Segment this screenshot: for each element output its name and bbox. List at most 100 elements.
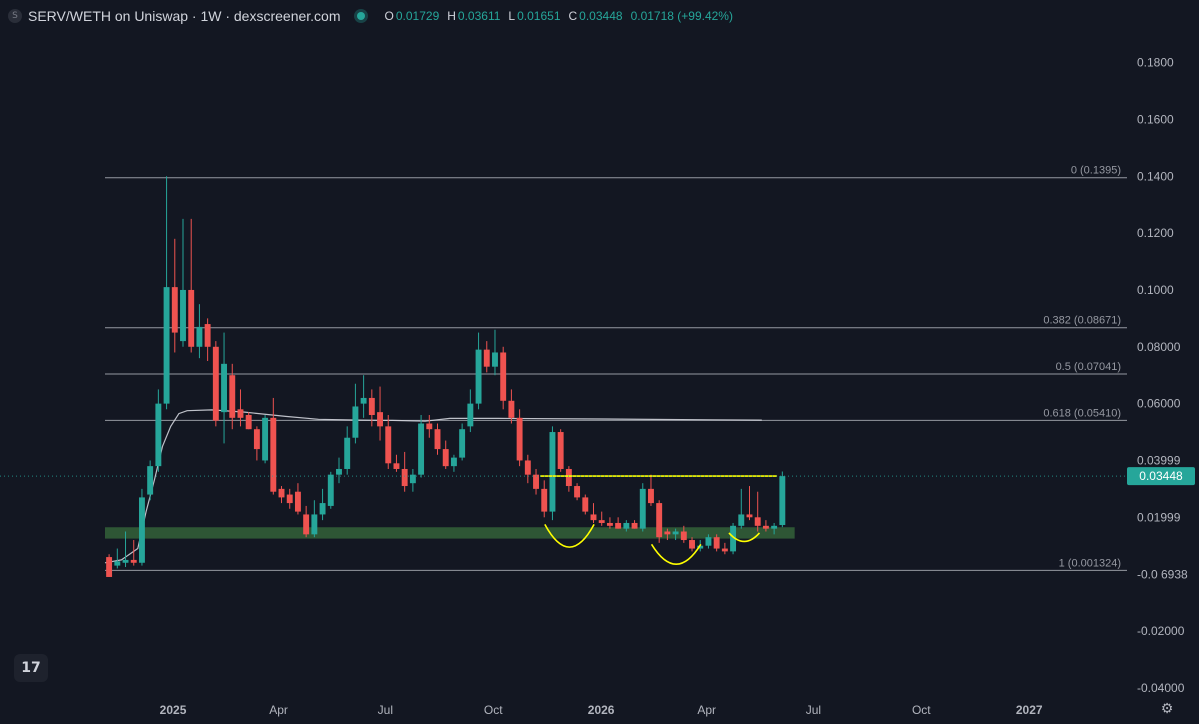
candle-body xyxy=(204,324,211,347)
candle-body xyxy=(713,537,720,549)
candle-body xyxy=(631,522,638,529)
candle-body xyxy=(672,531,679,535)
candle xyxy=(319,488,326,521)
candle-body xyxy=(705,537,712,546)
candle-body xyxy=(196,326,203,347)
candle xyxy=(278,486,285,504)
candle xyxy=(245,412,252,430)
candle-body xyxy=(754,517,761,526)
candle xyxy=(401,451,408,492)
candle xyxy=(270,397,277,495)
candle xyxy=(549,426,556,521)
candle-body xyxy=(426,423,433,430)
high-value: 0.03611 xyxy=(457,9,501,23)
open-value: 0.01729 xyxy=(395,9,440,23)
candle-body xyxy=(475,349,482,404)
candle-body xyxy=(762,525,769,529)
candle-body xyxy=(311,514,318,535)
candle-body xyxy=(368,397,375,415)
candle-body xyxy=(229,375,236,418)
candle xyxy=(311,500,318,538)
candle xyxy=(171,238,178,353)
candle-body xyxy=(245,414,252,430)
candle xyxy=(286,488,293,509)
candle-body xyxy=(418,423,425,475)
candle xyxy=(377,386,383,441)
candle xyxy=(360,375,367,418)
x-axis-tick-label: Jul xyxy=(378,703,393,717)
annotation-arc xyxy=(544,524,595,548)
candle-body xyxy=(557,432,564,469)
x-axis-tick-label: Oct xyxy=(912,703,931,717)
candle-body xyxy=(270,417,277,492)
candle-body xyxy=(483,349,490,367)
x-axis-tick-label: 2026 xyxy=(588,703,615,717)
candle xyxy=(656,500,663,543)
candle xyxy=(229,363,236,430)
gear-icon[interactable]: ⚙ xyxy=(1160,701,1174,717)
candle-body xyxy=(262,417,269,461)
candle xyxy=(492,329,498,376)
candle xyxy=(680,525,687,543)
candle xyxy=(590,503,597,523)
candle-body xyxy=(344,437,351,469)
candle xyxy=(533,468,539,495)
chart-title[interactable]: SERV/WETH on Uniswap · 1W · dexscreener.… xyxy=(28,8,341,24)
candle xyxy=(204,318,211,361)
candle xyxy=(188,218,195,353)
change-value: 0.01718 (+99.42%) xyxy=(630,9,733,23)
candle-body xyxy=(680,531,687,541)
x-axis-tick-label: 2025 xyxy=(160,703,187,717)
candle xyxy=(631,520,638,529)
candle-body xyxy=(377,412,383,427)
tradingview-logo-icon[interactable]: 17 xyxy=(14,654,48,682)
chart-header: S SERV/WETH on Uniswap · 1W · dexscreene… xyxy=(8,6,733,26)
candle xyxy=(196,304,203,359)
candle-body xyxy=(171,287,178,333)
y-axis-tick-label: 0.1000 xyxy=(1137,283,1174,297)
candle xyxy=(409,468,416,492)
candle xyxy=(303,505,310,538)
support-zone xyxy=(105,527,795,539)
y-axis-tick-label: -0.04000 xyxy=(1137,681,1185,695)
candle-body xyxy=(590,514,597,521)
candle-body xyxy=(606,522,613,526)
annotation-arc xyxy=(650,543,702,565)
candle xyxy=(524,454,531,484)
candle-body xyxy=(114,561,121,566)
candle xyxy=(138,488,145,566)
candle-body xyxy=(106,557,113,577)
close-label: C xyxy=(568,9,578,23)
candle xyxy=(762,520,769,532)
candle xyxy=(155,389,162,472)
current-price-label: 0.03448 xyxy=(1139,469,1183,483)
candle-body xyxy=(656,503,663,538)
candle-body xyxy=(294,491,301,512)
candle xyxy=(541,480,548,518)
candle-body xyxy=(516,417,523,461)
candle-body xyxy=(697,545,704,549)
candle-body xyxy=(639,488,646,529)
candle-body xyxy=(286,494,293,504)
candle xyxy=(212,341,219,427)
fib-level-label: 1 (0.001324) xyxy=(1059,557,1121,569)
candle xyxy=(327,471,334,509)
candle-body xyxy=(155,403,162,467)
candle-body xyxy=(508,400,515,418)
candle xyxy=(746,486,753,521)
candle-body xyxy=(771,525,778,529)
candle xyxy=(721,542,728,555)
candle-body xyxy=(623,522,630,529)
x-axis-tick-label: Apr xyxy=(269,703,288,717)
x-axis-tick-label: 2027 xyxy=(1016,703,1043,717)
candle-body xyxy=(730,525,737,552)
candle xyxy=(130,540,137,566)
candle xyxy=(368,389,375,427)
candle xyxy=(623,520,630,532)
candle-body xyxy=(565,468,572,487)
candle-body xyxy=(360,397,367,404)
fib-level-label: 0 (0.1395) xyxy=(1071,165,1121,177)
candle xyxy=(163,176,170,410)
candle xyxy=(459,423,466,461)
